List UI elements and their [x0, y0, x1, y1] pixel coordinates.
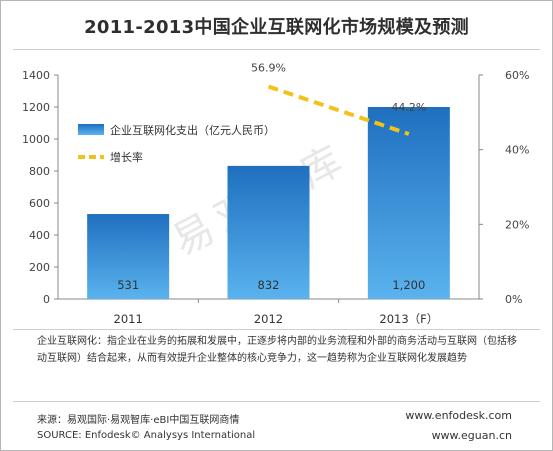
y-left-tick-label: 800 — [29, 165, 50, 178]
legend-bar-label: 企业互联网化支出（亿元人民币） — [110, 123, 275, 137]
y-left-tick-label: 600 — [29, 197, 50, 210]
y-left-tick-label: 1000 — [22, 133, 50, 146]
x-category-label: 2011 — [114, 312, 143, 326]
website-eguan[interactable]: www.eguan.cn — [431, 429, 512, 442]
y-right-tick-label: 0% — [505, 293, 522, 306]
y-right-tick-label: 60% — [505, 69, 529, 82]
y-right-tick-label: 20% — [505, 218, 529, 231]
bar — [367, 107, 450, 299]
legend-line-label: 增长率 — [110, 150, 143, 164]
source-en: SOURCE: Enfodesk© Analysys International — [37, 430, 256, 441]
bar — [227, 165, 310, 299]
bar-value-label: 832 — [258, 278, 280, 292]
growth-rate-line — [267, 84, 410, 136]
growth-rate-label: 56.9% — [251, 62, 286, 75]
source-cn: 来源：易观国际·易观智库·eBI中国互联网商情 — [37, 415, 240, 426]
y-left-tick-label: 200 — [29, 261, 50, 274]
definition-note: 企业互联网化：指企业在业务的拓展和发展中，正逐步将内部的业务流程和外部的商务活动… — [37, 336, 517, 364]
y-left-tick-label: 1200 — [22, 101, 50, 114]
y-right-tick-label: 40% — [505, 144, 529, 157]
x-category-label: 2013（F） — [379, 312, 438, 326]
y-left-tick-label: 0 — [43, 293, 50, 306]
bar-value-label: 531 — [117, 278, 139, 292]
website-enfodesk[interactable]: www.enfodesk.com — [405, 409, 512, 422]
y-left-tick-label: 400 — [29, 229, 50, 242]
x-category-label: 2012 — [254, 312, 283, 326]
bar — [87, 214, 170, 299]
source-divider — [13, 401, 540, 402]
note-divider — [13, 329, 540, 330]
growth-rate-label: 44.2% — [391, 101, 426, 114]
y-left-tick-label: 1400 — [22, 69, 50, 82]
chart-title: 2011-2013中国企业互联网化市场规模及预测 — [84, 17, 469, 38]
bar-value-label: 1,200 — [392, 278, 425, 292]
chart-plot: 易观智库 02004006008001000120014000%20%40%60… — [22, 62, 529, 326]
legend-bar-swatch — [78, 124, 104, 135]
title-divider — [13, 49, 540, 50]
